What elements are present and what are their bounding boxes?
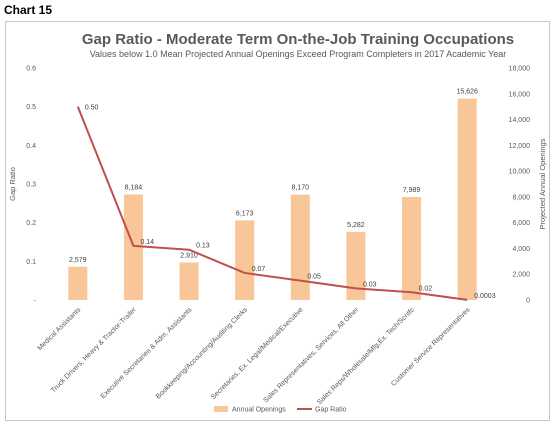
right-tick-label: 0 xyxy=(526,298,530,305)
right-tick-label: 6,000 xyxy=(512,220,530,227)
right-tick-label: 8,000 xyxy=(512,194,530,201)
bar-value-label: 8,170 xyxy=(292,185,310,192)
legend-line-label: Gap Ratio xyxy=(315,407,347,414)
category-label: Executive Secretaries & Adm. Assistants xyxy=(100,306,194,400)
right-axis-ticks: 0 2,000 4,000 6,000 8,000 10,000 12,000 14,000 1… xyxy=(509,66,531,305)
bar xyxy=(179,262,199,300)
left-tick-label: 0.1 xyxy=(26,259,36,266)
bar-value-label: 15,626 xyxy=(456,89,478,96)
line-value-label: 0.03 xyxy=(363,281,377,288)
legend: Annual Openings Gap Ratio xyxy=(214,406,347,414)
right-tick-label: 16,000 xyxy=(509,91,531,98)
right-axis-title: Projected Annual Openings xyxy=(538,138,547,229)
bar xyxy=(290,194,310,300)
left-tick-label: 0.5 xyxy=(26,104,36,111)
line-value-label: 0.14 xyxy=(140,239,154,246)
bar-series xyxy=(68,98,477,300)
bar-value-label: 5,282 xyxy=(347,222,365,229)
bar xyxy=(68,266,88,300)
category-label: Medical Assistants xyxy=(37,306,83,352)
line-value-label: 0.05 xyxy=(307,274,321,281)
line-data-labels: 0.50 0.14 0.13 0.07 0.05 0.03 0.02 0.0003 xyxy=(85,105,496,300)
bar-value-label: 7,989 xyxy=(403,187,421,194)
bar xyxy=(235,220,255,300)
bar-data-labels: 2,579 8,184 2,910 6,173 8,170 5,282 7,989 15,62… xyxy=(69,89,478,264)
right-tick-label: 4,000 xyxy=(512,246,530,253)
legend-bar-swatch xyxy=(214,406,228,412)
chart-title: Gap Ratio - Moderate Term On-the-Job Tra… xyxy=(82,31,514,48)
line-value-label: 0.02 xyxy=(419,285,433,292)
line-value-label: 0.07 xyxy=(252,266,266,273)
line-value-label: 0.13 xyxy=(196,243,210,250)
left-tick-label: 0.3 xyxy=(26,182,36,189)
right-tick-label: 10,000 xyxy=(509,169,531,176)
right-tick-label: 2,000 xyxy=(512,272,530,279)
legend-bar-label: Annual Openings xyxy=(232,407,286,414)
bar xyxy=(346,231,366,300)
line-series xyxy=(76,106,468,301)
right-tick-label: 18,000 xyxy=(509,66,531,73)
category-label: Sales Reps/Wholesale/Mfg,Ex. Tech/Scntfc xyxy=(316,306,416,406)
right-tick-label: 14,000 xyxy=(509,117,531,124)
bar-value-label: 8,184 xyxy=(125,185,143,192)
line-value-label: 0.50 xyxy=(85,105,99,112)
chart-subtitle: Values below 1.0 Mean Projected Annual O… xyxy=(90,49,507,59)
category-label: Secretaries, Ex. Legal/Medical/Executive xyxy=(210,306,305,401)
page-label: Chart 15 xyxy=(4,3,53,17)
bar-value-label: 2,579 xyxy=(69,257,87,264)
bar xyxy=(402,197,422,300)
line-value-label: 0.0003 xyxy=(474,293,496,300)
category-label: Sales Representatives, Services, All Oth… xyxy=(262,306,360,404)
category-label: Bookkeeping/Accounting/Auditing Clerks xyxy=(155,306,249,400)
bar xyxy=(457,98,477,300)
left-axis-ticks: - 0.1 0.2 0.3 0.4 0.5 0.6 xyxy=(26,66,36,305)
left-tick-label: 0.2 xyxy=(26,220,36,227)
left-tick-label: - xyxy=(34,298,37,305)
bar-value-label: 2,910 xyxy=(180,252,198,259)
right-tick-label: 12,000 xyxy=(509,143,531,150)
left-tick-label: 0.6 xyxy=(26,66,36,73)
gap-ratio-line xyxy=(76,106,468,301)
bar-value-label: 6,173 xyxy=(236,210,254,217)
bar xyxy=(123,194,143,300)
left-tick-label: 0.4 xyxy=(26,143,36,150)
left-axis-title: Gap Ratio xyxy=(8,167,17,201)
